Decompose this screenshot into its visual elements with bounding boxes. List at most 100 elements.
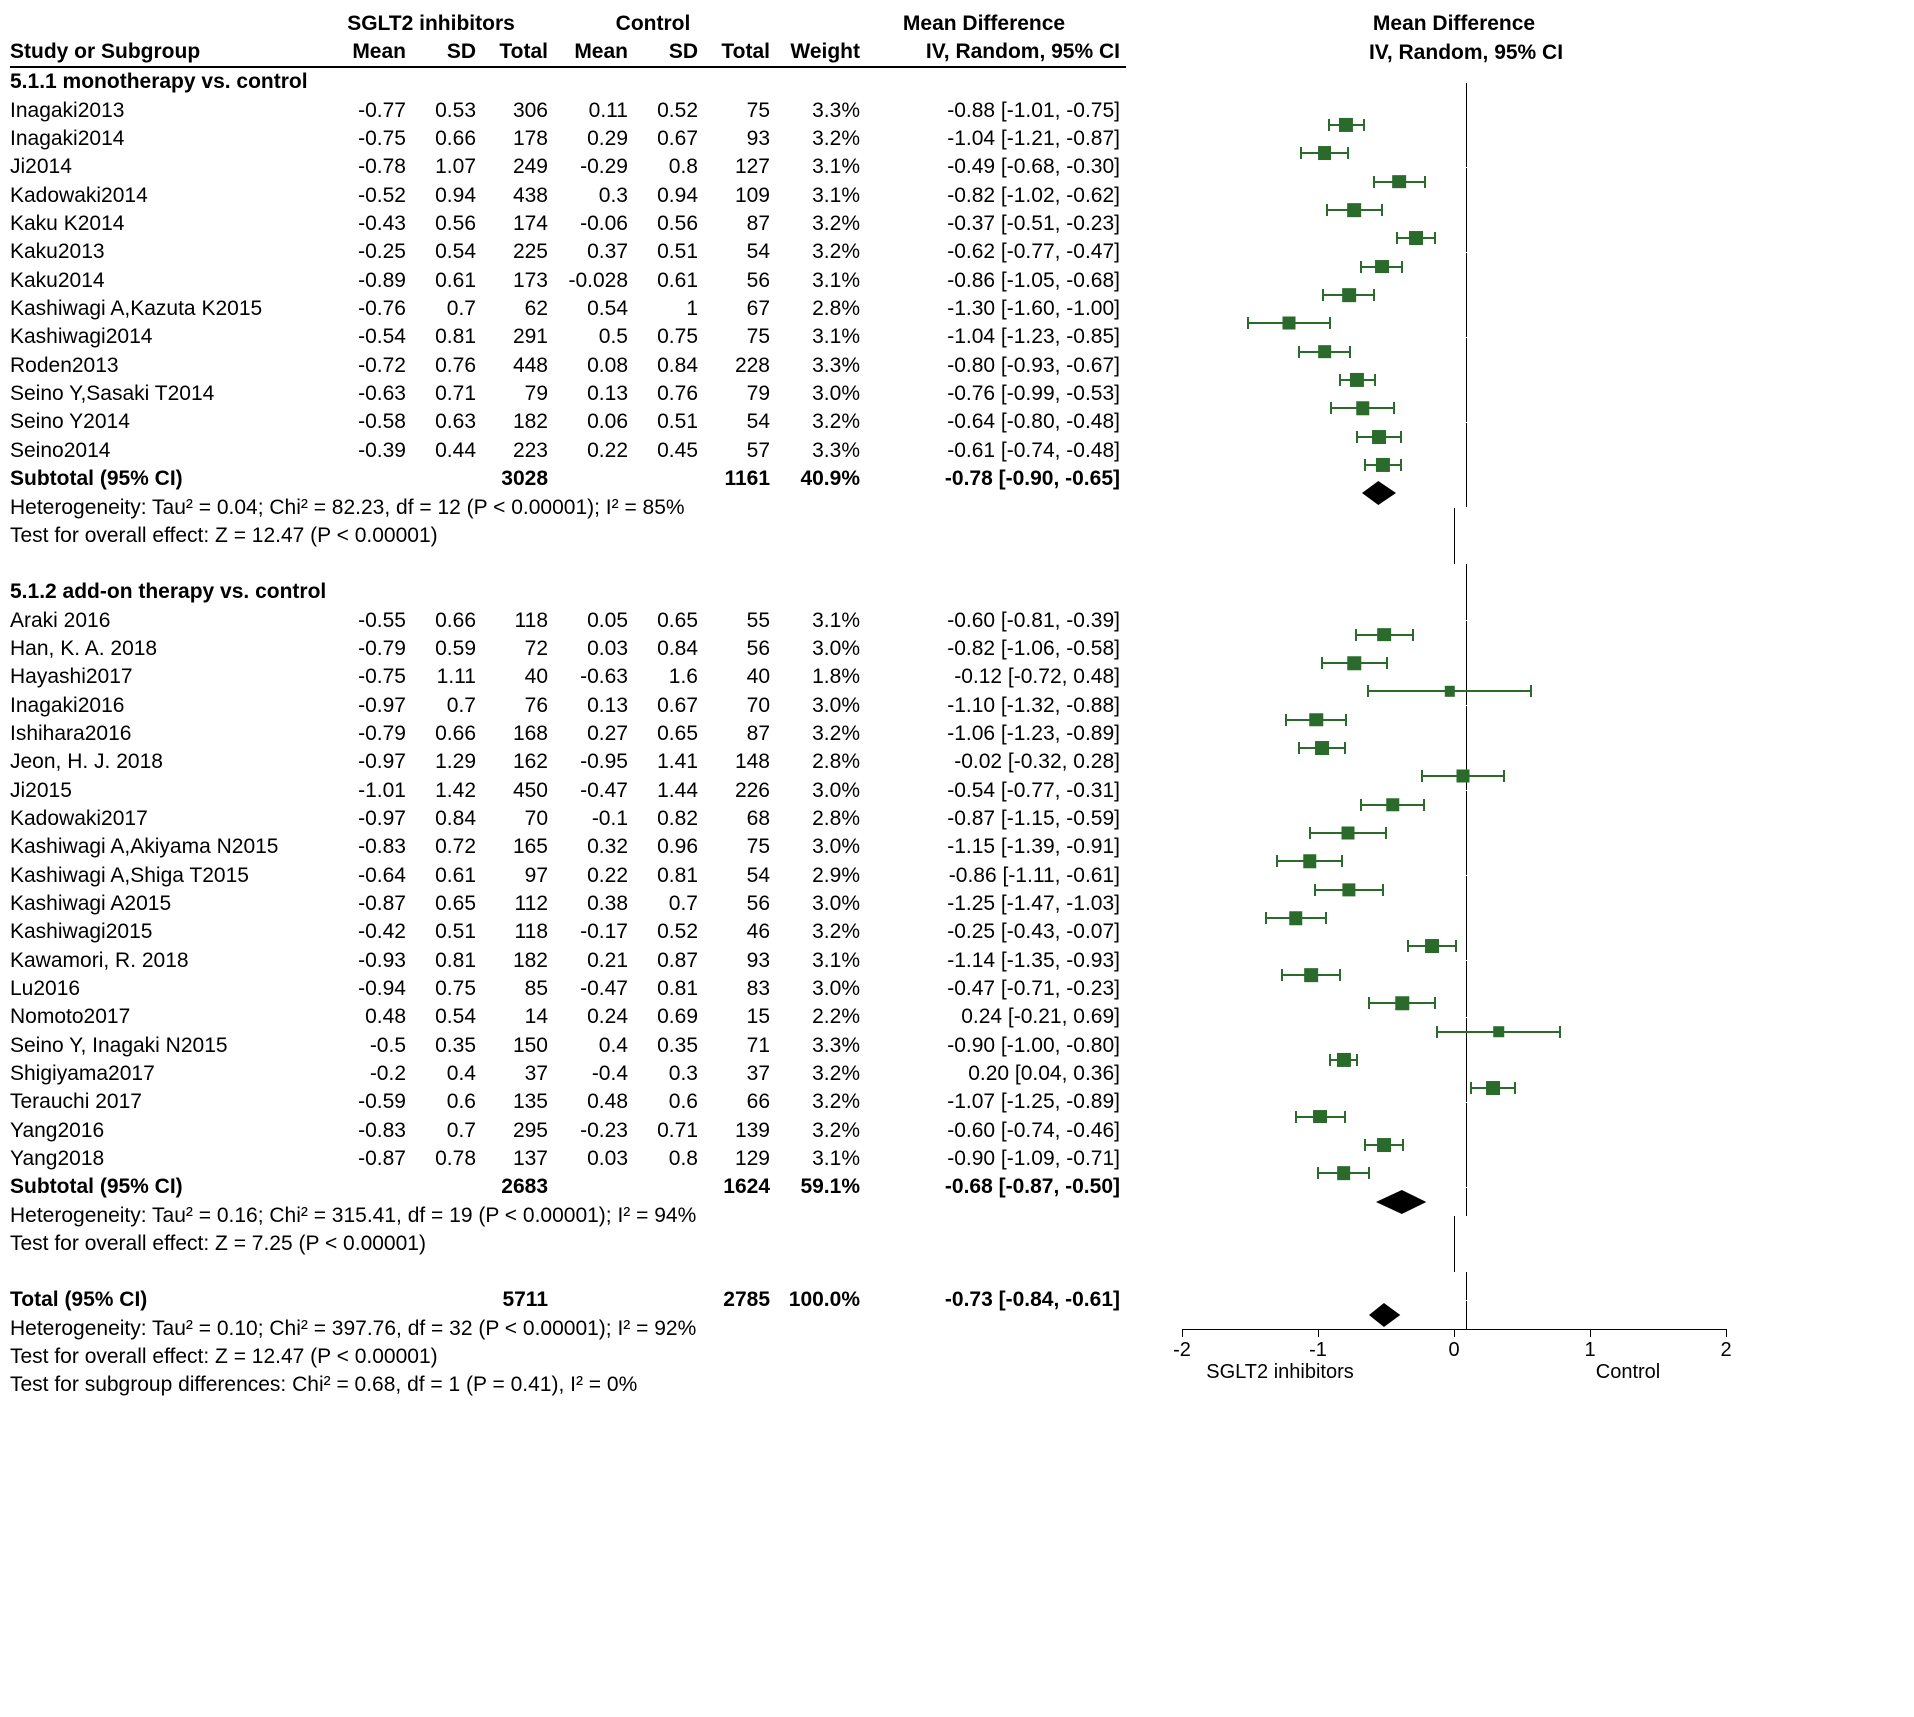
exp-mean: -0.87 bbox=[326, 890, 406, 918]
md-text: -1.14 [-1.35, -0.93] bbox=[860, 947, 1126, 975]
exp-total: 40 bbox=[476, 663, 548, 691]
exp-mean: -0.63 bbox=[326, 380, 406, 408]
exp-sd: 1.11 bbox=[406, 663, 476, 691]
weight: 3.2% bbox=[770, 238, 860, 266]
exp-total: 448 bbox=[476, 352, 548, 380]
study-name: Kashiwagi A,Kazuta K2015 bbox=[10, 295, 326, 323]
exp-mean: -0.79 bbox=[326, 720, 406, 748]
ctrl-total: 70 bbox=[698, 692, 770, 720]
md-text: -0.76 [-0.99, -0.53] bbox=[860, 380, 1126, 408]
md-text: -0.54 [-0.77, -0.31] bbox=[860, 777, 1126, 805]
ctrl-mean: -0.4 bbox=[548, 1060, 628, 1088]
study-name: Terauchi 2017 bbox=[10, 1088, 326, 1116]
total-exp-total: 5711 bbox=[476, 1286, 548, 1314]
subtotal-md: -0.68 [-0.87, -0.50] bbox=[860, 1173, 1126, 1201]
exp-mean: -0.94 bbox=[326, 975, 406, 1003]
ctrl-total: 54 bbox=[698, 408, 770, 436]
ctrl-sd: 0.6 bbox=[628, 1088, 698, 1116]
study-name: Kadowaki2017 bbox=[10, 805, 326, 833]
ctrl-sd: 0.51 bbox=[628, 238, 698, 266]
exp-total: 62 bbox=[476, 295, 548, 323]
weight: 3.1% bbox=[770, 323, 860, 351]
weight: 3.2% bbox=[770, 1117, 860, 1145]
md-text: -0.86 [-1.05, -0.68] bbox=[860, 267, 1126, 295]
exp-total: 150 bbox=[476, 1032, 548, 1060]
exp-sd: 1.07 bbox=[406, 153, 476, 181]
exp-total: 249 bbox=[476, 153, 548, 181]
weight: 3.0% bbox=[770, 635, 860, 663]
ctrl-mean: 0.13 bbox=[548, 692, 628, 720]
study-name: Ji2014 bbox=[10, 153, 326, 181]
ctrl-sd: 0.35 bbox=[628, 1032, 698, 1060]
ctrl-total: 148 bbox=[698, 748, 770, 776]
md-text: -0.60 [-0.81, -0.39] bbox=[860, 607, 1126, 635]
study-name: Ishihara2016 bbox=[10, 720, 326, 748]
col-ctrl-total: Total bbox=[698, 38, 770, 68]
ctrl-mean: 0.03 bbox=[548, 635, 628, 663]
exp-total: 306 bbox=[476, 97, 548, 125]
ctrl-mean: -0.47 bbox=[548, 777, 628, 805]
md-text: -0.47 [-0.71, -0.23] bbox=[860, 975, 1126, 1003]
weight: 3.2% bbox=[770, 1060, 860, 1088]
md-text: -0.62 [-0.77, -0.47] bbox=[860, 238, 1126, 266]
exp-sd: 0.65 bbox=[406, 890, 476, 918]
col-ctrl-mean: Mean bbox=[548, 38, 628, 68]
exp-group-header: SGLT2 inhibitors bbox=[320, 10, 542, 38]
col-exp-total: Total bbox=[476, 38, 548, 68]
forest-plot: SGLT2 inhibitors Control Mean Difference… bbox=[10, 10, 1904, 1400]
ctrl-mean: -0.23 bbox=[548, 1117, 628, 1145]
weight: 2.8% bbox=[770, 805, 860, 833]
exp-total: 137 bbox=[476, 1145, 548, 1173]
ctrl-mean: 0.22 bbox=[548, 862, 628, 890]
exp-mean: -0.97 bbox=[326, 805, 406, 833]
weight: 2.8% bbox=[770, 295, 860, 323]
exp-mean: -0.54 bbox=[326, 323, 406, 351]
ctrl-sd: 0.65 bbox=[628, 720, 698, 748]
ctrl-total: 57 bbox=[698, 437, 770, 465]
study-name: Kaku2013 bbox=[10, 238, 326, 266]
weight: 3.1% bbox=[770, 267, 860, 295]
md-text: -1.25 [-1.47, -1.03] bbox=[860, 890, 1126, 918]
md-text: -0.82 [-1.02, -0.62] bbox=[860, 182, 1126, 210]
exp-mean: -0.42 bbox=[326, 918, 406, 946]
ctrl-sd: 0.52 bbox=[628, 97, 698, 125]
ctrl-sd: 1.6 bbox=[628, 663, 698, 691]
weight: 3.0% bbox=[770, 975, 860, 1003]
md-text-header: Mean Difference bbox=[854, 10, 1114, 38]
ctrl-total: 40 bbox=[698, 663, 770, 691]
exp-mean: -0.97 bbox=[326, 692, 406, 720]
ctrl-sd: 1 bbox=[628, 295, 698, 323]
ctrl-total: 54 bbox=[698, 862, 770, 890]
exp-sd: 0.81 bbox=[406, 323, 476, 351]
ctrl-sd: 0.71 bbox=[628, 1117, 698, 1145]
study-name: Araki 2016 bbox=[10, 607, 326, 635]
ctrl-mean: -0.1 bbox=[548, 805, 628, 833]
weight: 3.1% bbox=[770, 1145, 860, 1173]
subtotal-weight: 40.9% bbox=[770, 465, 860, 493]
col-plot-sub: IV, Random, 95% CI bbox=[1126, 39, 1806, 67]
plot-header: Mean Difference bbox=[1114, 10, 1794, 38]
ctrl-total: 67 bbox=[698, 295, 770, 323]
ctrl-sd: 0.94 bbox=[628, 182, 698, 210]
exp-sd: 0.4 bbox=[406, 1060, 476, 1088]
ctrl-total: 71 bbox=[698, 1032, 770, 1060]
weight: 3.0% bbox=[770, 890, 860, 918]
weight: 3.2% bbox=[770, 1088, 860, 1116]
ctrl-sd: 0.61 bbox=[628, 267, 698, 295]
weight: 3.2% bbox=[770, 720, 860, 748]
ctrl-sd: 0.69 bbox=[628, 1003, 698, 1031]
md-text: -0.02 [-0.32, 0.28] bbox=[860, 748, 1126, 776]
study-name: Kashiwagi A,Akiyama N2015 bbox=[10, 833, 326, 861]
exp-mean: -0.59 bbox=[326, 1088, 406, 1116]
ctrl-total: 66 bbox=[698, 1088, 770, 1116]
exp-total: 438 bbox=[476, 182, 548, 210]
ctrl-mean: 0.06 bbox=[548, 408, 628, 436]
ctrl-mean: 0.21 bbox=[548, 947, 628, 975]
exp-total: 182 bbox=[476, 408, 548, 436]
subtotal-ctrl-total: 1161 bbox=[698, 465, 770, 493]
ctrl-total: 68 bbox=[698, 805, 770, 833]
ctrl-sd: 0.45 bbox=[628, 437, 698, 465]
weight: 2.8% bbox=[770, 748, 860, 776]
exp-total: 162 bbox=[476, 748, 548, 776]
study-name: Kashiwagi2015 bbox=[10, 918, 326, 946]
